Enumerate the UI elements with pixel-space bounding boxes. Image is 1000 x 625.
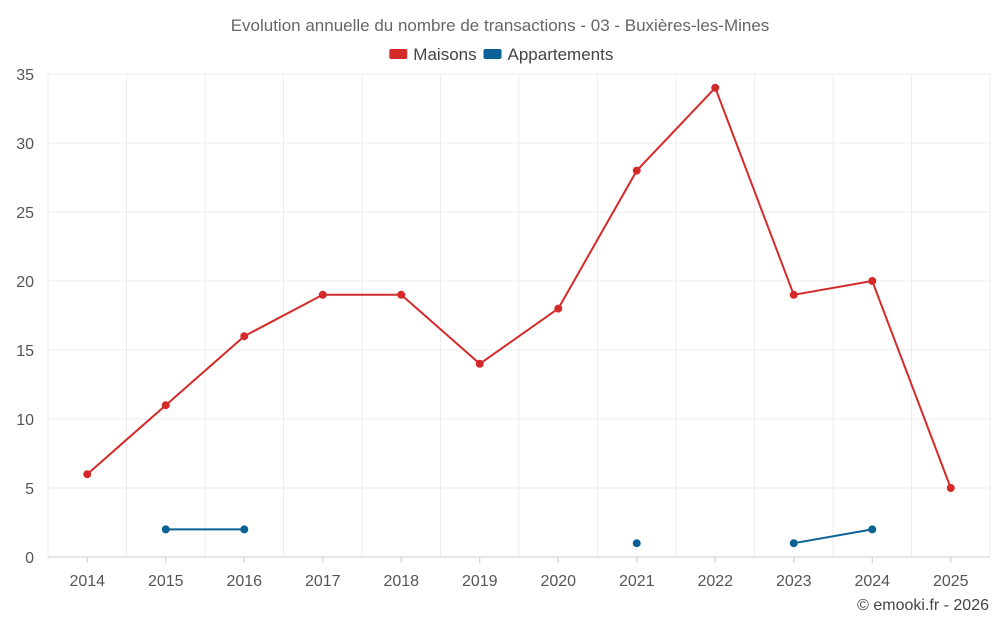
data-point	[868, 525, 876, 533]
x-tick-label: 2014	[69, 573, 105, 590]
x-tick-label: 2015	[148, 573, 184, 590]
y-tick-label: 5	[25, 481, 34, 498]
data-point	[476, 360, 484, 368]
legend-label: Maisons	[413, 45, 476, 64]
x-tick-label: 2024	[854, 573, 890, 590]
data-point	[162, 401, 170, 409]
y-tick-label: 15	[16, 343, 34, 360]
data-point	[633, 167, 641, 175]
legend-swatch	[389, 49, 407, 59]
data-point	[868, 277, 876, 285]
x-tick-label: 2025	[933, 573, 969, 590]
x-tick-label: 2021	[619, 573, 655, 590]
data-point	[240, 332, 248, 340]
y-tick-label: 20	[16, 274, 34, 291]
chart-title: Evolution annuelle du nombre de transact…	[231, 16, 770, 35]
data-point	[397, 291, 405, 299]
data-point	[554, 305, 562, 313]
x-tick-label: 2023	[776, 573, 812, 590]
legend-item-maisons: Maisons	[389, 45, 476, 64]
data-point	[83, 470, 91, 478]
x-tick-label: 2016	[226, 573, 262, 590]
x-tick-label: 2019	[462, 573, 498, 590]
data-point	[947, 484, 955, 492]
y-tick-label: 35	[16, 67, 34, 84]
legend-swatch	[484, 49, 502, 59]
data-point	[711, 84, 719, 92]
data-point	[240, 525, 248, 533]
y-tick-label: 30	[16, 136, 34, 153]
x-tick-label: 2022	[697, 573, 733, 590]
x-tick-label: 2017	[305, 573, 341, 590]
line-chart: 051015202530352014 2015 2016 2017 2018 2019 20…	[0, 0, 1000, 625]
data-point	[319, 291, 327, 299]
data-point	[790, 539, 798, 547]
credit-text: © emooki.fr - 2026	[857, 597, 989, 614]
data-point	[162, 525, 170, 533]
legend-item-appartements: Appartements	[484, 45, 614, 64]
y-tick-label: 10	[16, 412, 34, 429]
legend: Maisons Appartements	[389, 45, 613, 64]
data-point	[790, 291, 798, 299]
data-point	[633, 539, 641, 547]
y-tick-label: 25	[16, 205, 34, 222]
x-tick-label: 2020	[540, 573, 576, 590]
y-tick-label: 0	[25, 550, 34, 567]
grid	[48, 74, 990, 557]
legend-label: Appartements	[508, 45, 614, 64]
chart-container: 0 5 10 15 20 25 30 35 2014 2015 2016 2017 2018 2019 20…	[0, 0, 1000, 625]
x-tick-label: 2018	[383, 573, 419, 590]
